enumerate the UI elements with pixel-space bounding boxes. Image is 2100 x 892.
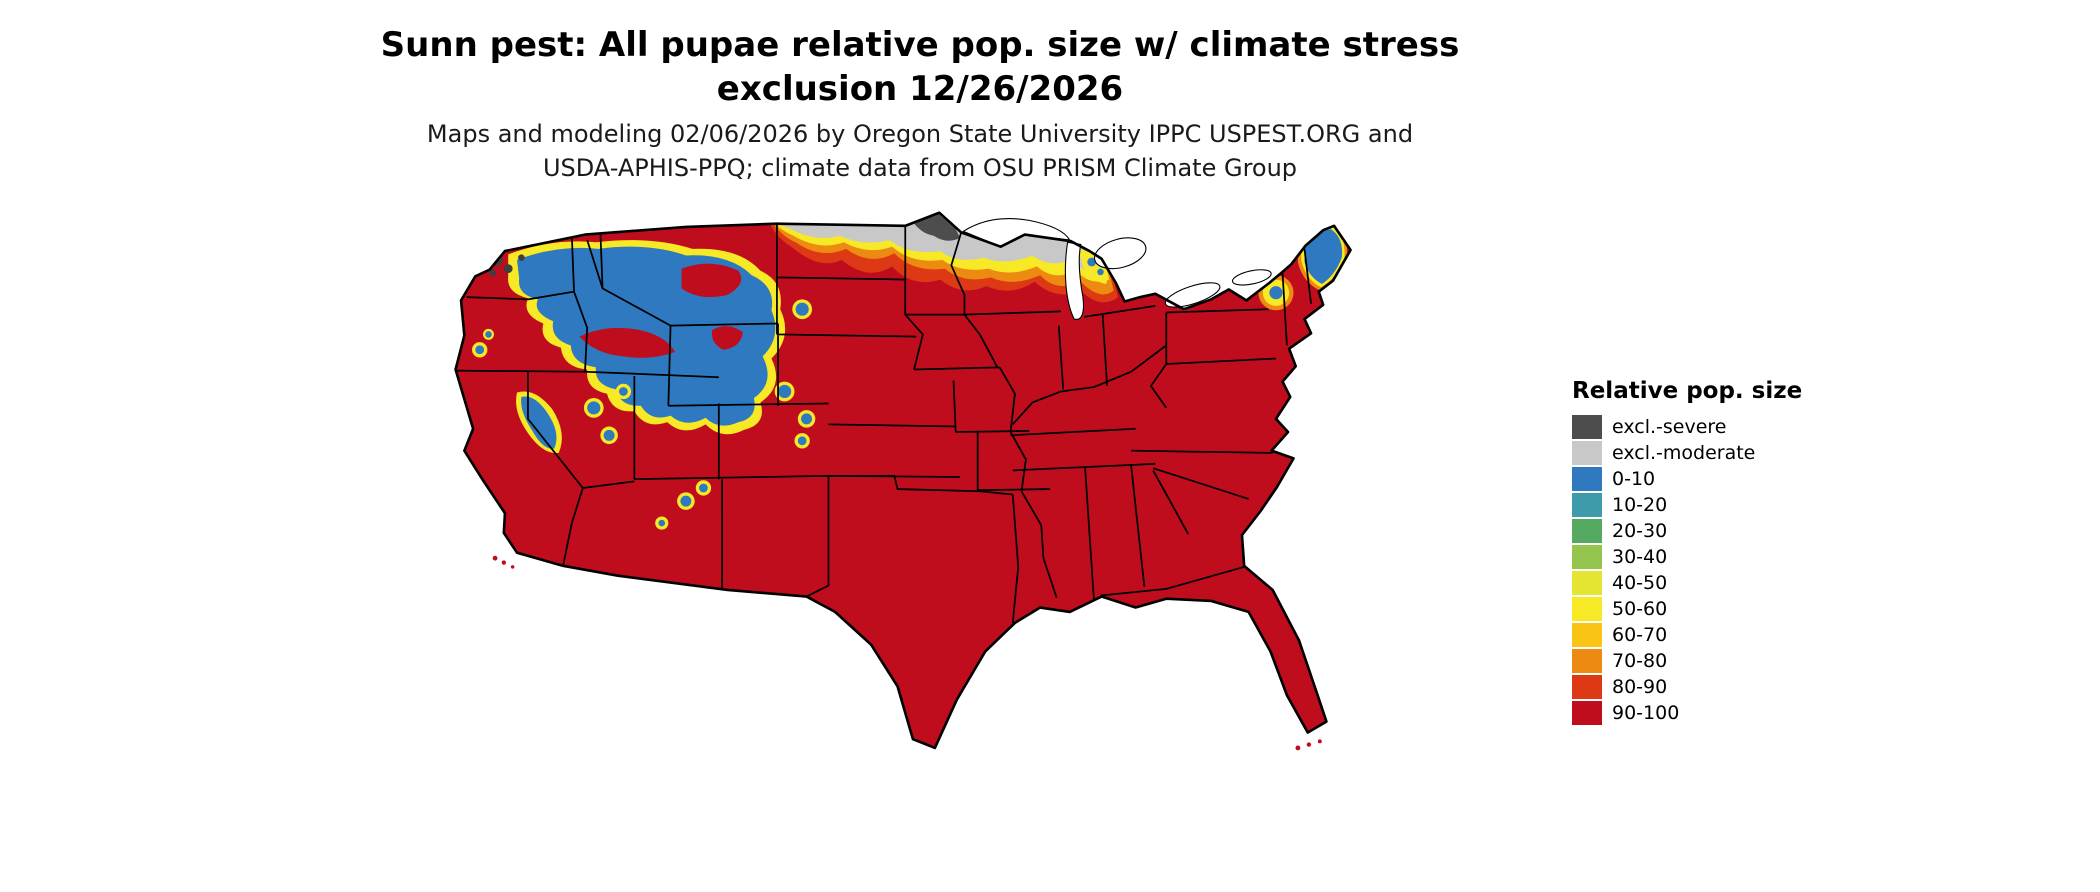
us-outline xyxy=(454,211,1352,750)
lake-ontario xyxy=(1231,269,1272,286)
legend-label: 70-80 xyxy=(1612,650,1668,672)
lake-huron xyxy=(1093,237,1147,270)
legend-title: Relative pop. size xyxy=(1572,378,1803,404)
state-borders xyxy=(455,223,1312,623)
map-subtitle-line2: USDA-APHIS-PPQ; climate data from OSU PR… xyxy=(542,153,1298,182)
legend-swatch-excl-moderate xyxy=(1572,441,1602,465)
legend-swatch-90-100 xyxy=(1572,701,1602,725)
map-title-line1: Sunn pest: All pupae relative pop. size … xyxy=(380,25,1460,65)
us-map-svg xyxy=(454,211,1352,751)
legend: Relative pop. size excl.-severe excl.-mo… xyxy=(1572,378,1892,726)
legend-swatch-0-10 xyxy=(1572,467,1602,491)
legend-swatch-50-60 xyxy=(1572,597,1602,621)
legend-label: 80-90 xyxy=(1612,676,1668,698)
legend-label: 30-40 xyxy=(1612,546,1668,568)
legend-label: 20-30 xyxy=(1612,520,1668,542)
legend-swatch-30-40 xyxy=(1572,545,1602,569)
legend-label: excl.-moderate xyxy=(1612,442,1756,464)
legend-item: 30-40 xyxy=(1572,544,1892,570)
offshore-islands xyxy=(492,555,1322,751)
lake-michigan xyxy=(1064,241,1085,321)
map-title: Sunn pest: All pupae relative pop. size … xyxy=(220,24,1620,111)
legend-label: 0-10 xyxy=(1612,468,1656,490)
map-raster xyxy=(455,212,1351,748)
legend-item: 20-30 xyxy=(1572,518,1892,544)
legend-item: 80-90 xyxy=(1572,674,1892,700)
legend-label: 40-50 xyxy=(1612,572,1668,594)
legend-item: 70-80 xyxy=(1572,648,1892,674)
legend-swatch-excl-severe xyxy=(1572,415,1602,439)
legend-label: 60-70 xyxy=(1612,624,1668,646)
legend-item: 90-100 xyxy=(1572,700,1892,726)
legend-swatch-10-20 xyxy=(1572,493,1602,517)
raster-north-exclusion-band xyxy=(767,212,1119,303)
legend-swatch-70-80 xyxy=(1572,649,1602,673)
map-subtitle: Maps and modeling 02/06/2026 by Oregon S… xyxy=(220,118,1620,185)
legend-item: 0-10 xyxy=(1572,466,1892,492)
legend-swatch-40-50 xyxy=(1572,571,1602,595)
legend-item: 60-70 xyxy=(1572,622,1892,648)
legend-item: excl.-moderate xyxy=(1572,440,1892,466)
lake-erie xyxy=(1164,282,1221,308)
raster-northwest-mountains xyxy=(508,240,786,435)
legend-label: 10-20 xyxy=(1612,494,1668,516)
legend-swatch-20-30 xyxy=(1572,519,1602,543)
legend-swatch-80-90 xyxy=(1572,675,1602,699)
legend-label: 50-60 xyxy=(1612,598,1668,620)
us-map xyxy=(300,205,1550,885)
map-subtitle-line1: Maps and modeling 02/06/2026 by Oregon S… xyxy=(426,120,1414,148)
legend-label: excl.-severe xyxy=(1612,416,1727,438)
legend-item: 50-60 xyxy=(1572,596,1892,622)
legend-label: 90-100 xyxy=(1612,702,1680,724)
legend-item: excl.-severe xyxy=(1572,414,1892,440)
legend-swatch-60-70 xyxy=(1572,623,1602,647)
map-title-line2: exclusion 12/26/2026 xyxy=(716,68,1124,109)
legend-item: 40-50 xyxy=(1572,570,1892,596)
legend-item: 10-20 xyxy=(1572,492,1892,518)
